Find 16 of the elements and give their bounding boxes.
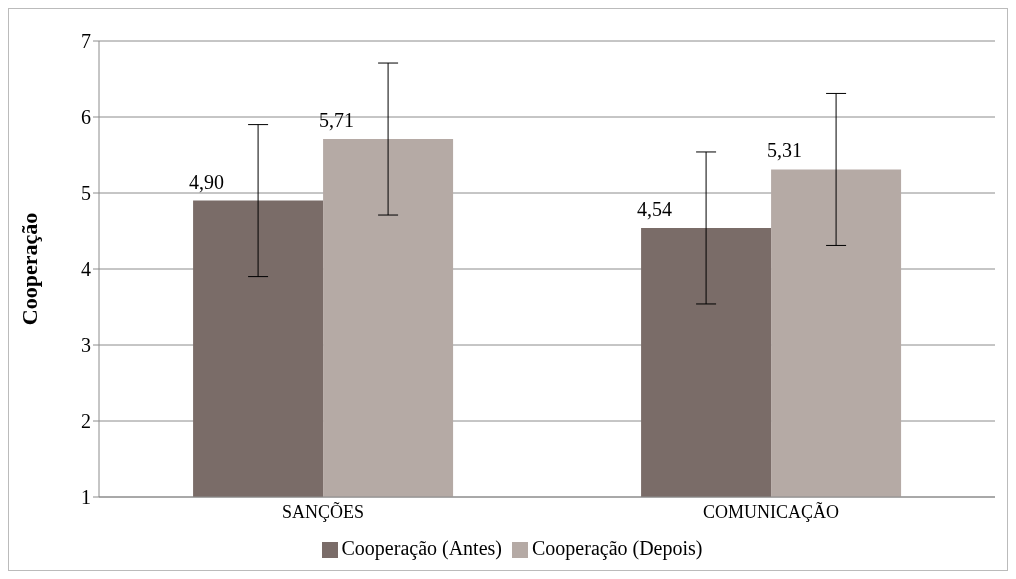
y-tick-label: 4 [81, 258, 91, 281]
x-tick-label: SANÇÕES [281, 500, 365, 522]
y-tick-label: 5 [81, 182, 91, 205]
y-axis-title: Cooperação [16, 212, 42, 326]
y-tick-label: 7 [81, 30, 91, 53]
data-label: 5,31 [767, 139, 803, 162]
y-tick-label: 2 [81, 410, 91, 433]
y-tick-label: 6 [81, 106, 91, 129]
x-tick-label: COMUNICAÇÃO [702, 500, 840, 522]
legend-label: Cooperação (Depois) [532, 537, 703, 559]
y-tick-label: 3 [81, 334, 91, 357]
data-label: 5,71 [319, 109, 355, 132]
data-label: 4,54 [637, 197, 673, 220]
data-label: 4,90 [189, 170, 225, 193]
legend-label: Cooperação (Antes) [341, 537, 502, 559]
y-tick-label: 1 [81, 486, 91, 509]
